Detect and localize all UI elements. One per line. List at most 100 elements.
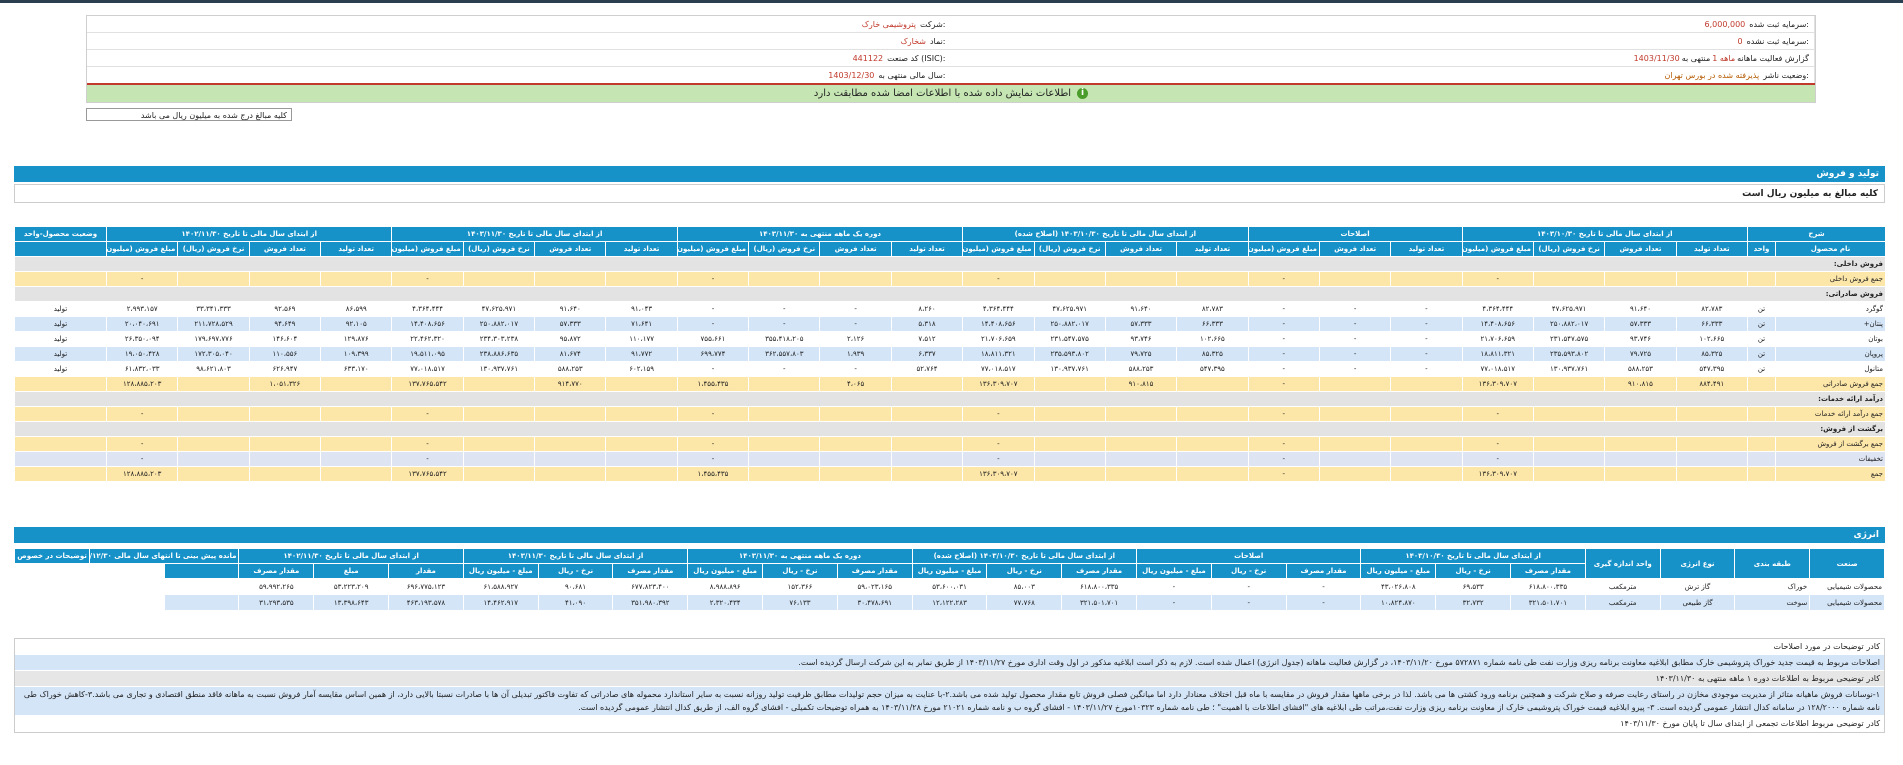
energy-group-header: از ابتدای سال مالی تا تاریخ ۱۴۰۲/۱۱/۳۰: [238, 548, 464, 564]
production-cell: [1104, 271, 1178, 287]
production-cell: ۱،۰۵۱،۳۲۶: [248, 376, 322, 392]
energy-cell: ۳۵۱،۹۸۰،۳۹۲: [612, 594, 689, 611]
production-cell: [1318, 466, 1392, 482]
symbol-value[interactable]: شخارک: [900, 36, 926, 46]
production-cell: -: [1247, 316, 1320, 332]
production-cell: [1532, 271, 1606, 287]
production-cell: -: [105, 436, 179, 452]
production-cell: [14, 436, 107, 452]
production-row: جمع درآمد ارائه خدمات - - - - - -: [14, 406, 1886, 422]
production-cell: [605, 406, 678, 422]
production-cell: [177, 406, 250, 422]
energy-cell: گاز طبیعی: [1659, 594, 1736, 611]
production-cell: [748, 436, 821, 452]
production-cell: ۱۳۰،۹۳۷،۷۶۱: [462, 361, 536, 377]
energy-cell: ۵۹،۹۹۲،۲۶۵: [238, 578, 315, 595]
production-cell: ۵۷،۳۳۳: [1604, 316, 1677, 332]
production-cell: ۱۸،۸۱۱،۳۲۱: [1461, 346, 1534, 362]
production-cell: [1746, 451, 1777, 467]
production-cell: ۱۳۰،۹۳۷،۷۶۱: [1532, 361, 1606, 377]
production-cell: تن: [1746, 316, 1777, 332]
production-cell: ۵۷،۳۳۳: [534, 316, 607, 332]
energy-sub-header: نرخ - ریال: [1210, 563, 1287, 579]
production-group-header: دوره یک ماهه منتهی به ۱۴۰۳/۱۱/۳۰: [676, 226, 964, 242]
production-cell: [462, 466, 536, 482]
product-name: جمع درآمد ارائه خدمات: [1775, 406, 1886, 422]
report-end-label: منتهی به: [1681, 53, 1711, 63]
energy-cell: -: [1136, 578, 1212, 595]
energy-cell: ۳۲۱،۵۰۱،۷۰۱: [1061, 594, 1138, 611]
production-cell: [1176, 406, 1249, 422]
production-cell: تولید: [14, 331, 107, 347]
production-cell: [1318, 451, 1392, 467]
production-cell: -: [962, 271, 1035, 287]
production-row: فروش داخلی:: [14, 256, 1886, 272]
production-sub-header: تعداد تولید: [1176, 241, 1249, 257]
production-cell: [1746, 436, 1777, 452]
production-group-header: از ابتدای سال مالی تا تاریخ ۱۴۰۲/۱۱/۳۰: [105, 226, 393, 242]
energy-section-header: انرژی: [14, 527, 1885, 543]
production-cell: [248, 466, 322, 482]
production-cell: ۷۷،۰۱۸،۵۱۷: [1461, 361, 1534, 377]
production-cell: -: [748, 301, 821, 317]
production-cell: [534, 406, 607, 422]
capital-reg-value: 6,000,000: [1704, 19, 1746, 29]
production-cell: ۱۴،۴۰۸،۶۵۶: [1461, 316, 1534, 332]
production-cell: [605, 436, 678, 452]
production-cell: [462, 436, 536, 452]
energy-cell: ۶۱۸،۸۰۰،۳۳۵: [1510, 578, 1586, 595]
production-sub-header: تعداد فروش: [1104, 241, 1178, 257]
production-sub-header: مبلغ فروش (میلیون ریال): [391, 241, 464, 257]
production-cell: ۶۳۳،۱۷۰: [320, 361, 393, 377]
production-cell: ۵۴۷،۳۹۵: [1176, 361, 1249, 377]
production-sub-header: تعداد فروش: [1604, 241, 1677, 257]
production-cell: [1318, 376, 1392, 392]
production-cell: [320, 271, 393, 287]
production-cell: ۱۰۲،۶۶۵: [1675, 331, 1748, 347]
production-cell: ۶۲۶،۹۴۷: [248, 361, 322, 377]
production-cell: [320, 466, 393, 482]
energy-sub-header: مبلغ - میلیون ریال: [1136, 563, 1212, 579]
company-value[interactable]: پتروشیمی خارک: [861, 19, 917, 29]
production-cell: [248, 271, 322, 287]
production-cell: ۷۷،۰۱۸،۵۱۷: [391, 361, 464, 377]
production-cell: [819, 451, 892, 467]
energy-cell: ۷۷،۷۶۸: [986, 594, 1063, 611]
production-sub-header-row: نام محصول واحد تعداد تولید تعداد فروش نرخ فر…: [14, 241, 1886, 257]
energy-group-header: مانده پیش بینی تا انتهای سال مالی ۱۴۰۳/۱…: [88, 548, 240, 564]
production-group-header: شرح: [1746, 226, 1887, 242]
production-cell: ۹۱،۶۴۰: [1104, 301, 1178, 317]
production-sub-header: نرخ فروش (ریال): [462, 241, 536, 257]
fiscal-label: سال مالی منتهی به:: [878, 70, 946, 80]
production-cell: [1033, 271, 1106, 287]
production-cell: ۱۴،۴۰۸،۶۵۶: [962, 316, 1035, 332]
production-sub-header: تعداد تولید: [1390, 241, 1463, 257]
symbol-cell: نماد: شخارک: [87, 33, 951, 49]
production-cell: تن: [1746, 346, 1777, 362]
production-cell: [320, 451, 393, 467]
production-cell: ۵،۳۱۸: [890, 316, 964, 332]
unit-select[interactable]: کلیه مبالغ درج شده به میلیون ریال می باش…: [86, 108, 292, 121]
production-cell: تن: [1746, 361, 1777, 377]
energy-cell: مترمکعب: [1584, 594, 1661, 611]
production-cell: [890, 436, 964, 452]
production-cell: [1604, 436, 1677, 452]
production-cell: -: [1247, 271, 1320, 287]
production-cell: ۵۲،۷۶۴: [890, 361, 964, 377]
production-group-header: از ابتدای سال مالی تا تاریخ ۱۴۰۳/۱۰/۳۰ (…: [962, 226, 1249, 242]
production-group-header: از ابتدای سال مالی تا تاریخ ۱۴۰۳/۱۱/۳۰: [391, 226, 678, 242]
production-cell: ۸،۲۶۰: [890, 301, 964, 317]
production-cell: [1390, 466, 1463, 482]
production-cell: -: [1318, 346, 1392, 362]
production-cell: ۱۳۷،۷۶۵،۵۴۲: [391, 466, 464, 482]
production-cell: ۹۱۰،۸۱۵: [1604, 376, 1677, 392]
production-cell: تن: [1746, 301, 1777, 317]
energy-cell: سوخت: [1734, 594, 1811, 611]
production-cell: -: [1247, 376, 1320, 392]
energy-cell: خوراک: [1734, 578, 1811, 595]
production-group-label: برگشت از فروش:: [14, 421, 1886, 437]
energy-group-header: دوره یک ماهه منتهی به ۱۴۰۳/۱۱/۳۰: [687, 548, 913, 564]
fiscal-value: 1403/12/30: [828, 70, 875, 80]
production-unit-note: کلیه مبالغ به میلیون ریال است: [14, 184, 1885, 203]
energy-cell: ۸۵،۰۰۳: [986, 578, 1063, 595]
